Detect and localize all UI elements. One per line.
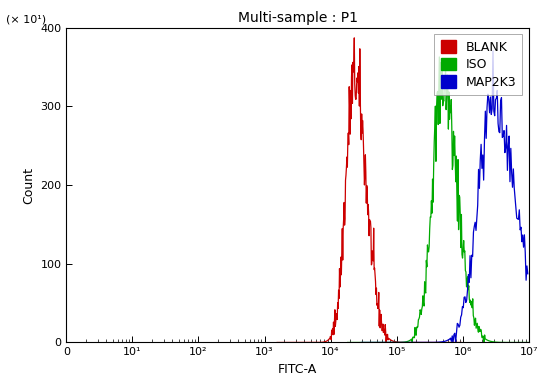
Text: (× 10¹): (× 10¹) [7, 15, 47, 24]
Title: Multi-sample : P1: Multi-sample : P1 [238, 11, 357, 25]
Y-axis label: Count: Count [22, 166, 35, 204]
X-axis label: FITC-A: FITC-A [278, 363, 317, 376]
Legend: BLANK, ISO, MAP2K3: BLANK, ISO, MAP2K3 [434, 34, 523, 95]
